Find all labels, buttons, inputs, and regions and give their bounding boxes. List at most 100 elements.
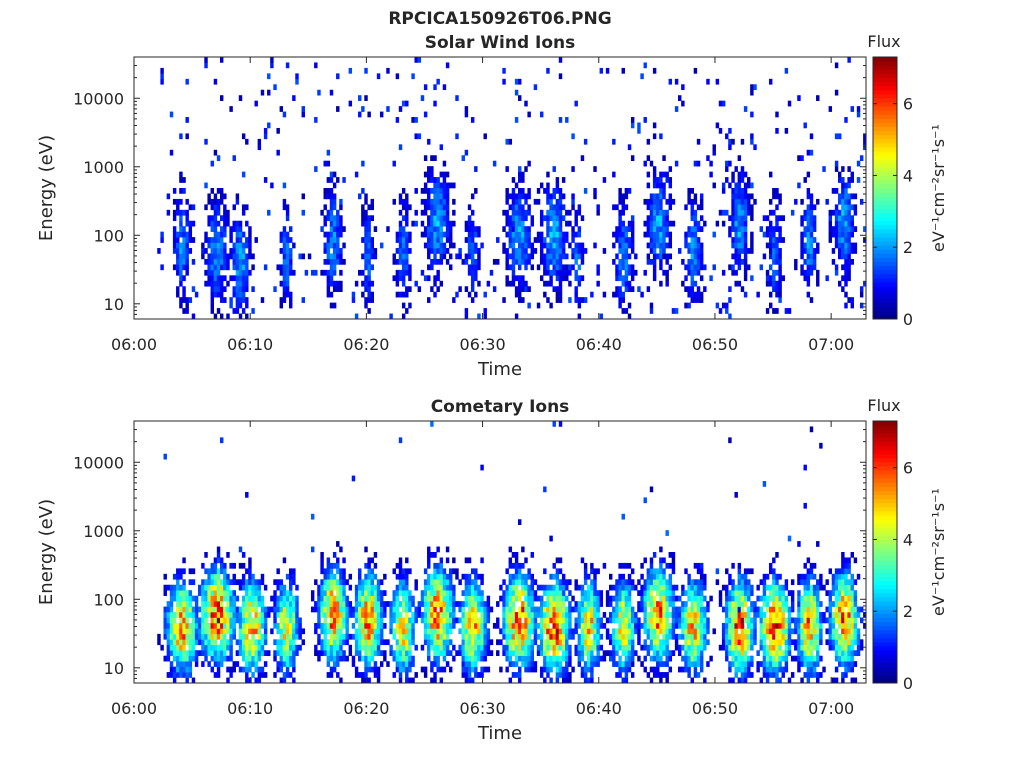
flux-cell bbox=[775, 242, 779, 249]
flux-cell bbox=[405, 100, 409, 107]
flux-cell bbox=[301, 111, 305, 118]
flux-cell bbox=[530, 622, 534, 629]
flux-cell bbox=[652, 595, 657, 602]
flux-cell bbox=[276, 666, 280, 673]
flux-cell bbox=[505, 188, 509, 194]
flux-cell bbox=[470, 280, 475, 287]
flux-cell bbox=[470, 220, 475, 227]
flux-cell bbox=[480, 612, 484, 618]
flux-cell bbox=[659, 622, 663, 629]
flux-cell bbox=[207, 622, 211, 629]
flux-cell bbox=[555, 291, 560, 298]
flux-cell bbox=[176, 242, 180, 249]
flux-cell bbox=[176, 628, 180, 635]
flux-cell bbox=[223, 584, 227, 591]
flux-cell bbox=[596, 612, 600, 618]
flux-cell bbox=[721, 182, 726, 189]
flux-cell bbox=[649, 573, 654, 580]
flux-cell bbox=[245, 606, 249, 613]
flux-cell bbox=[630, 655, 635, 662]
flux-cell bbox=[555, 248, 560, 254]
flux-cell bbox=[251, 628, 255, 635]
flux-cell bbox=[251, 573, 255, 580]
flux-cell bbox=[659, 590, 663, 596]
flux-cell bbox=[336, 557, 340, 564]
flux-cell bbox=[370, 601, 374, 607]
flux-cell bbox=[455, 601, 459, 607]
flux-cell bbox=[323, 193, 327, 200]
flux-cell bbox=[646, 617, 651, 624]
flux-cell bbox=[329, 204, 334, 211]
flux-cell bbox=[593, 661, 597, 667]
flux-cell bbox=[254, 644, 258, 651]
flux-cell bbox=[364, 95, 368, 101]
flux-cell bbox=[543, 606, 547, 613]
flux-cell bbox=[248, 612, 252, 618]
flux-cell bbox=[232, 155, 236, 162]
flux-cell bbox=[806, 188, 811, 194]
flux-cell bbox=[728, 297, 732, 303]
flux-cell bbox=[624, 666, 629, 673]
flux-cell bbox=[219, 237, 224, 243]
flux-cell bbox=[681, 617, 685, 624]
flux-cell bbox=[204, 62, 208, 69]
flux-cell bbox=[204, 182, 208, 189]
flux-cell bbox=[599, 633, 604, 640]
flux-cell bbox=[630, 269, 635, 276]
flux-cell bbox=[539, 606, 544, 613]
flux-cell bbox=[213, 633, 218, 640]
flux-cell bbox=[213, 231, 218, 238]
flux-cell bbox=[207, 628, 211, 635]
flux-cell bbox=[245, 584, 249, 591]
flux-cell bbox=[336, 650, 340, 657]
flux-cell bbox=[185, 264, 189, 271]
flux-cell bbox=[699, 291, 704, 298]
flux-cell bbox=[486, 601, 491, 607]
flux-cell bbox=[179, 606, 183, 613]
flux-cell bbox=[505, 280, 509, 287]
flux-cell bbox=[844, 264, 848, 271]
flux-cell bbox=[546, 628, 550, 635]
flux-cell bbox=[430, 248, 434, 254]
flux-cell bbox=[511, 188, 516, 194]
flux-cell bbox=[621, 264, 625, 271]
flux-cell bbox=[549, 666, 553, 673]
flux-cell bbox=[464, 111, 469, 118]
flux-cell bbox=[298, 644, 302, 651]
flux-cell bbox=[439, 639, 444, 646]
flux-cell bbox=[728, 437, 732, 444]
flux-cell bbox=[470, 253, 475, 260]
flux-cell bbox=[379, 617, 384, 624]
flux-cell bbox=[684, 237, 688, 243]
flux-cell bbox=[392, 198, 396, 205]
flux-cell bbox=[590, 622, 594, 629]
flux-cell bbox=[414, 612, 418, 618]
flux-cell bbox=[210, 628, 215, 635]
flux-cell bbox=[737, 666, 742, 673]
flux-cell bbox=[649, 302, 654, 309]
flux-cell bbox=[656, 584, 660, 591]
flux-cell bbox=[590, 677, 594, 684]
flux-cell bbox=[750, 111, 754, 118]
flux-cell bbox=[251, 584, 255, 591]
flux-cell bbox=[430, 155, 434, 162]
flux-cell bbox=[332, 579, 337, 586]
flux-cell bbox=[583, 650, 588, 657]
flux-cell bbox=[289, 661, 293, 667]
flux-cell bbox=[543, 622, 547, 629]
flux-cell bbox=[558, 661, 563, 667]
flux-cell bbox=[238, 639, 243, 646]
flux-cell bbox=[433, 100, 437, 107]
flux-cell bbox=[690, 204, 694, 211]
flux-cell bbox=[310, 590, 315, 596]
flux-cell bbox=[314, 622, 318, 629]
flux-cell bbox=[370, 622, 374, 629]
flux-cell bbox=[282, 264, 287, 271]
flux-cell bbox=[800, 248, 804, 254]
flux-cell bbox=[433, 622, 437, 629]
flux-cell bbox=[395, 617, 400, 624]
flux-cell bbox=[521, 612, 525, 618]
flux-cell bbox=[210, 242, 215, 249]
flux-cell bbox=[241, 258, 246, 265]
flux-cell bbox=[248, 650, 252, 657]
